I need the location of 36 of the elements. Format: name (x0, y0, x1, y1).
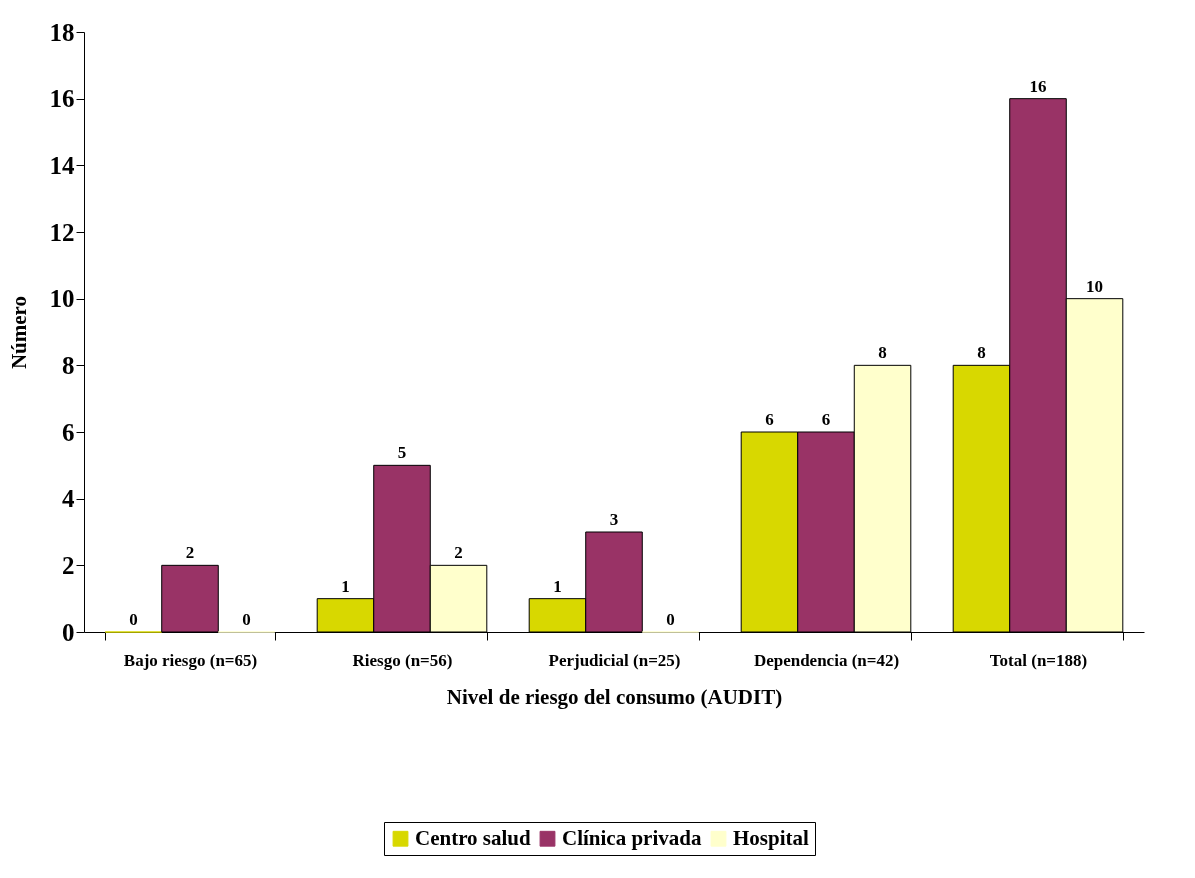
legend-label: Hospital (733, 825, 810, 850)
x-tick-label: Dependencia (n=42) (753, 650, 900, 670)
y-tick-label: 16 (49, 85, 75, 113)
data-label: 1 (553, 576, 562, 596)
data-label: 10 (1086, 276, 1104, 296)
x-axis-title: Nivel de riesgo del consumo (AUDIT) (446, 684, 783, 709)
y-tick-label: 4 (62, 485, 75, 513)
data-label: 0 (129, 610, 138, 629)
data-label: 0 (242, 610, 251, 629)
y-tick-label: 18 (49, 18, 75, 46)
legend-label: Clínica privada (562, 825, 702, 850)
data-label: 2 (454, 543, 463, 563)
y-tick-label: 8 (62, 351, 75, 379)
data-label: 0 (666, 610, 675, 629)
legend-label: Centro salud (415, 825, 532, 850)
data-label: 2 (185, 543, 195, 563)
data-label: 3 (609, 510, 619, 529)
data-label: 16 (1029, 76, 1047, 96)
y-tick-label: 6 (62, 418, 75, 446)
y-tick-label: 10 (49, 285, 75, 313)
bar (161, 564, 219, 633)
data-label: 6 (821, 410, 831, 429)
x-tick-label: Total (n=188) (989, 650, 1088, 670)
data-label: 8 (878, 343, 887, 363)
data-label: 5 (397, 443, 407, 463)
y-tick-label: 0 (62, 618, 75, 646)
y-axis-title: Número (6, 295, 31, 370)
x-tick-label: Bajo riesgo (n=65) (123, 650, 258, 670)
x-tick-label: Riesgo (n=56) (352, 650, 453, 670)
data-label: 8 (977, 343, 986, 363)
x-tick-label: Perjudicial (n=25) (548, 650, 681, 670)
y-tick-label: 2 (62, 551, 75, 579)
data-label: 1 (341, 576, 350, 596)
y-tick-label: 14 (49, 151, 75, 179)
data-label: 6 (765, 410, 774, 429)
y-tick-label: 12 (49, 218, 75, 246)
